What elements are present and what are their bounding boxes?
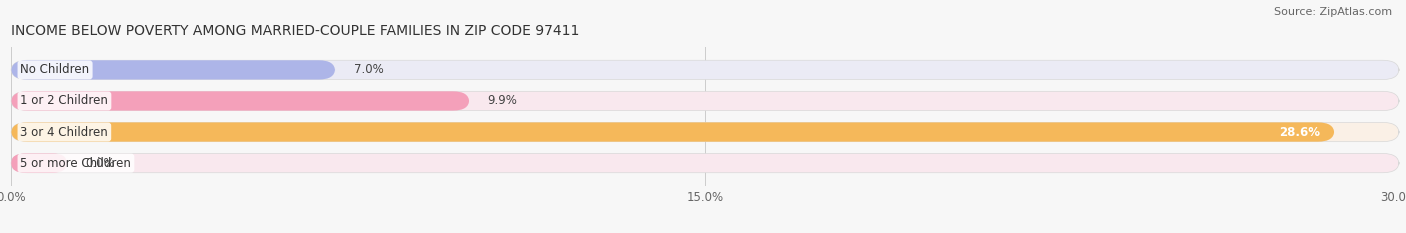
- FancyBboxPatch shape: [11, 60, 1399, 79]
- FancyBboxPatch shape: [11, 154, 1399, 173]
- Text: 7.0%: 7.0%: [353, 63, 384, 76]
- Text: 3 or 4 Children: 3 or 4 Children: [21, 126, 108, 139]
- Text: 0.0%: 0.0%: [86, 157, 115, 170]
- Text: Source: ZipAtlas.com: Source: ZipAtlas.com: [1274, 7, 1392, 17]
- FancyBboxPatch shape: [11, 91, 470, 111]
- Text: No Children: No Children: [21, 63, 90, 76]
- FancyBboxPatch shape: [11, 122, 1334, 142]
- Text: 9.9%: 9.9%: [488, 94, 517, 107]
- Text: INCOME BELOW POVERTY AMONG MARRIED-COUPLE FAMILIES IN ZIP CODE 97411: INCOME BELOW POVERTY AMONG MARRIED-COUPL…: [11, 24, 579, 38]
- Text: 1 or 2 Children: 1 or 2 Children: [21, 94, 108, 107]
- Text: 5 or more Children: 5 or more Children: [21, 157, 131, 170]
- Text: 28.6%: 28.6%: [1279, 126, 1320, 139]
- FancyBboxPatch shape: [11, 60, 335, 79]
- FancyBboxPatch shape: [11, 154, 66, 173]
- FancyBboxPatch shape: [11, 122, 1399, 142]
- FancyBboxPatch shape: [11, 91, 1399, 111]
